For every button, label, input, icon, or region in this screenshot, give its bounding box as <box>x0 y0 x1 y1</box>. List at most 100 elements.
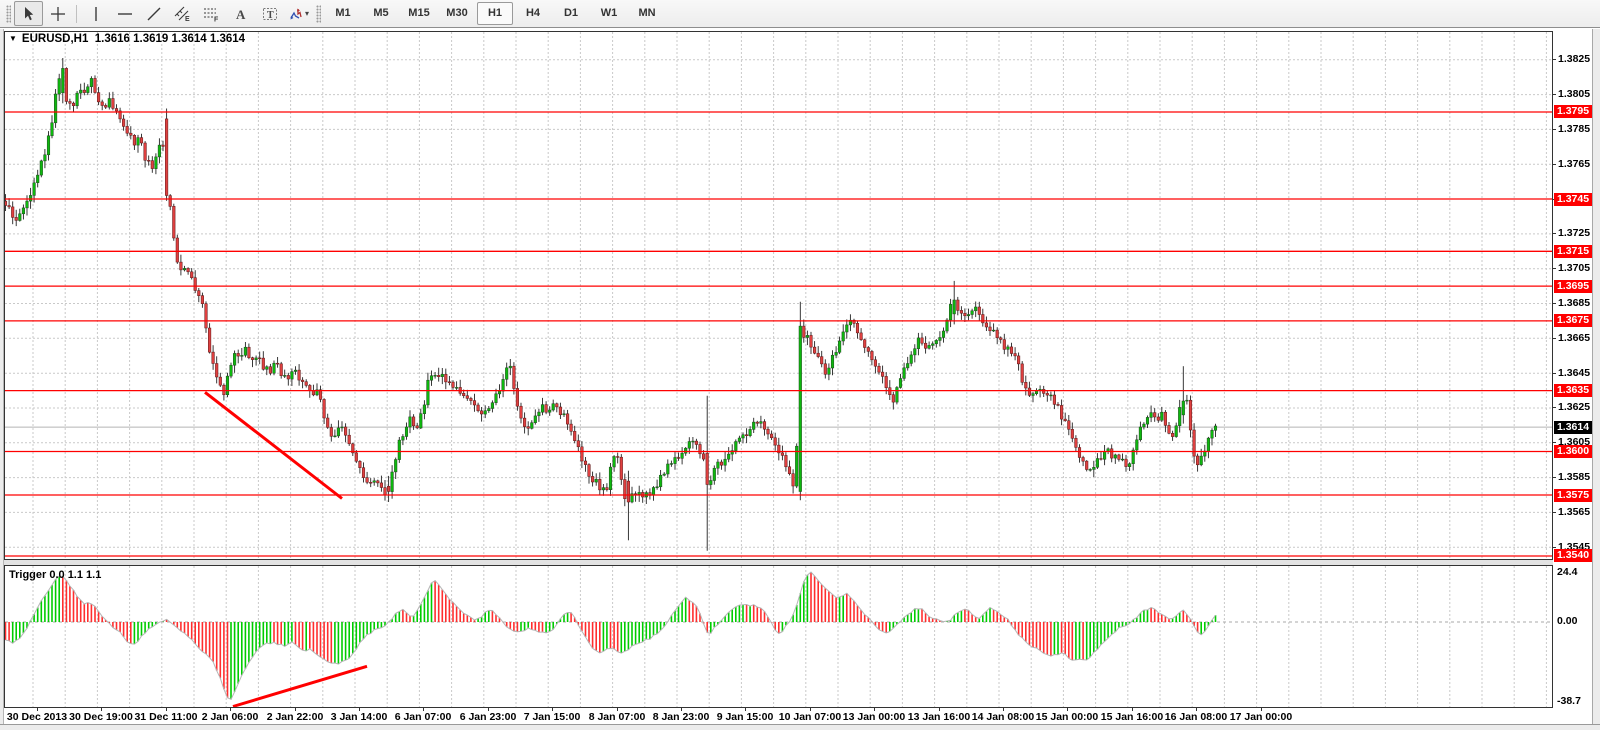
svg-text:T: T <box>267 10 274 21</box>
chart-menu-toggle-icon[interactable]: ▼ <box>9 34 17 43</box>
horizontal-line-icon <box>117 6 133 22</box>
chart-symbol-timeframe: EURUSD,H1 <box>21 33 89 45</box>
time-axis-label: 8 Jan 23:00 <box>644 708 718 723</box>
time-axis-label: 9 Jan 15:00 <box>708 708 782 723</box>
time-axis-label: 13 Jan 00:00 <box>837 708 911 723</box>
trigger-histogram-up <box>11 575 1217 700</box>
cursor-tool-button[interactable] <box>14 1 43 26</box>
svg-text:E: E <box>185 16 190 22</box>
timeframe-button-m30[interactable]: M30 <box>446 7 468 19</box>
price-axis-label: 1.3685 <box>1552 297 1591 309</box>
indicator-vertical-grid <box>32 566 1547 707</box>
time-axis-label: 2 Jan 06:00 <box>193 708 267 723</box>
window-left-edge <box>0 29 4 730</box>
chart-ohlc-values: 1.3616 1.3619 1.3614 1.3614 <box>94 33 246 45</box>
price-axis-label: 1.3645 <box>1552 367 1591 379</box>
time-axis-label: 30 Dec 19:00 <box>64 708 138 723</box>
time-axis-label: 15 Jan 00:00 <box>1030 708 1104 723</box>
text-label-tool-button[interactable]: T <box>255 1 284 26</box>
trend-line-icon <box>146 6 162 22</box>
indicator-scale-max: 24.4 <box>1557 566 1578 578</box>
time-axis-label: 30 Dec 2013 <box>0 708 74 723</box>
price-axis-label: 1.3765 <box>1552 158 1591 170</box>
toolbar: E F A T ▾ M1 M5 M15 M30 H1 H4 D1 W1 MN <box>0 0 1600 28</box>
time-axis-label: 7 Jan 15:00 <box>515 708 589 723</box>
level-price-badge: 1.3695 <box>1554 280 1592 293</box>
window-right-edge <box>1592 29 1600 730</box>
time-axis-label: 6 Jan 23:00 <box>451 708 525 723</box>
timeframe-button-w1[interactable]: W1 <box>600 7 618 19</box>
vertical-grid <box>32 32 1547 559</box>
level-price-badge: 1.3575 <box>1554 489 1592 502</box>
fibonacci-retracement-tool-button[interactable]: F <box>197 1 226 26</box>
indicator-trendline[interactable] <box>232 664 368 708</box>
price-axis-label: 1.3625 <box>1552 401 1591 413</box>
bull-candles <box>18 68 1218 503</box>
timeframe-button-m1[interactable]: M1 <box>335 7 351 19</box>
timeframe-button-m5[interactable]: M5 <box>373 7 389 19</box>
price-axis-label: 1.3805 <box>1552 88 1591 100</box>
time-axis-label: 16 Jan 08:00 <box>1159 708 1233 723</box>
trigger-envelope-line <box>5 571 1216 700</box>
vertical-line-tool-button[interactable] <box>81 1 110 26</box>
timeframe-button-mn[interactable]: MN <box>638 7 656 19</box>
trigger-histogram-down <box>4 572 1199 698</box>
arrow-tools-tool-button[interactable]: ▾ <box>284 1 313 26</box>
vertical-line-icon <box>88 6 104 22</box>
toolbar-separator <box>76 4 77 23</box>
text-tool-button[interactable]: A <box>226 1 255 26</box>
svg-text:A: A <box>236 7 246 22</box>
price-axis-label: 1.3585 <box>1552 471 1591 483</box>
toolbar-grip[interactable] <box>6 4 11 23</box>
indicator-label: Trigger 0.0 1.1 1.1 <box>9 569 102 581</box>
level-price-badge: 1.3600 <box>1554 445 1592 458</box>
time-axis-label: 10 Jan 07:00 <box>773 708 847 723</box>
timeframe-button-h1[interactable]: H1 <box>477 2 513 25</box>
window-bottom-edge <box>0 724 1600 730</box>
time-axis-label: 31 Dec 11:00 <box>129 708 203 723</box>
level-price-badge: 1.3795 <box>1554 105 1592 118</box>
level-price-badge: 1.3540 <box>1554 549 1592 562</box>
time-axis-label: 15 Jan 16:00 <box>1095 708 1169 723</box>
dropdown-caret-icon[interactable]: ▾ <box>304 9 309 18</box>
fibonacci-retracement-icon: F <box>203 6 220 22</box>
time-axis-label: 17 Jan 00:00 <box>1224 708 1298 723</box>
price-trendline[interactable] <box>204 391 343 500</box>
time-axis-label: 8 Jan 07:00 <box>580 708 654 723</box>
chart-title: ▼ EURUSD,H1 1.3616 1.3619 1.3614 1.3614 <box>9 33 245 45</box>
indicator-plot-frame <box>4 565 1553 708</box>
text-icon: A <box>233 6 249 22</box>
panel-splitter[interactable] <box>4 560 1553 565</box>
support-resistance-lines[interactable] <box>5 111 1552 557</box>
level-price-badge: 1.3635 <box>1554 384 1592 397</box>
equidistant-channel-tool-button[interactable]: E <box>168 1 197 26</box>
cursor-icon <box>21 6 37 22</box>
price-axis-label: 1.3825 <box>1552 53 1591 65</box>
arrow-tools-icon <box>288 6 304 22</box>
timeframe-button-h4[interactable]: H4 <box>525 7 541 19</box>
level-price-badge: 1.3745 <box>1554 193 1592 206</box>
crosshair-tool-button[interactable] <box>43 1 72 26</box>
price-axis-label: 1.3705 <box>1552 262 1591 274</box>
text-label-icon: T <box>262 6 278 22</box>
indicator-plot[interactable] <box>4 565 1553 708</box>
bear-candles <box>4 68 1200 503</box>
timeframe-button-d1[interactable]: D1 <box>563 7 579 19</box>
time-axis-label: 14 Jan 08:00 <box>966 708 1040 723</box>
equidistant-channel-icon: E <box>174 6 191 22</box>
main-plot-frame <box>4 31 1553 560</box>
timeframe-button-m15[interactable]: M15 <box>408 7 430 19</box>
level-price-badge: 1.3715 <box>1554 245 1592 258</box>
main-chart-plot[interactable] <box>4 31 1553 560</box>
timeframe-toolbar-grip[interactable] <box>316 4 321 23</box>
horizontal-line-tool-button[interactable] <box>110 1 139 26</box>
indicator-scale-zero: 0.00 <box>1557 615 1578 627</box>
svg-text:F: F <box>214 16 219 22</box>
timeframe-toolbar: M1 M5 M15 M30 H1 H4 D1 W1 MN <box>324 2 666 25</box>
time-axis-label: 2 Jan 22:00 <box>258 708 332 723</box>
current-price-badge: 1.3614 <box>1554 421 1592 434</box>
trend-line-tool-button[interactable] <box>139 1 168 26</box>
price-axis-label: 1.3785 <box>1552 123 1591 135</box>
level-price-badge: 1.3675 <box>1554 314 1592 327</box>
